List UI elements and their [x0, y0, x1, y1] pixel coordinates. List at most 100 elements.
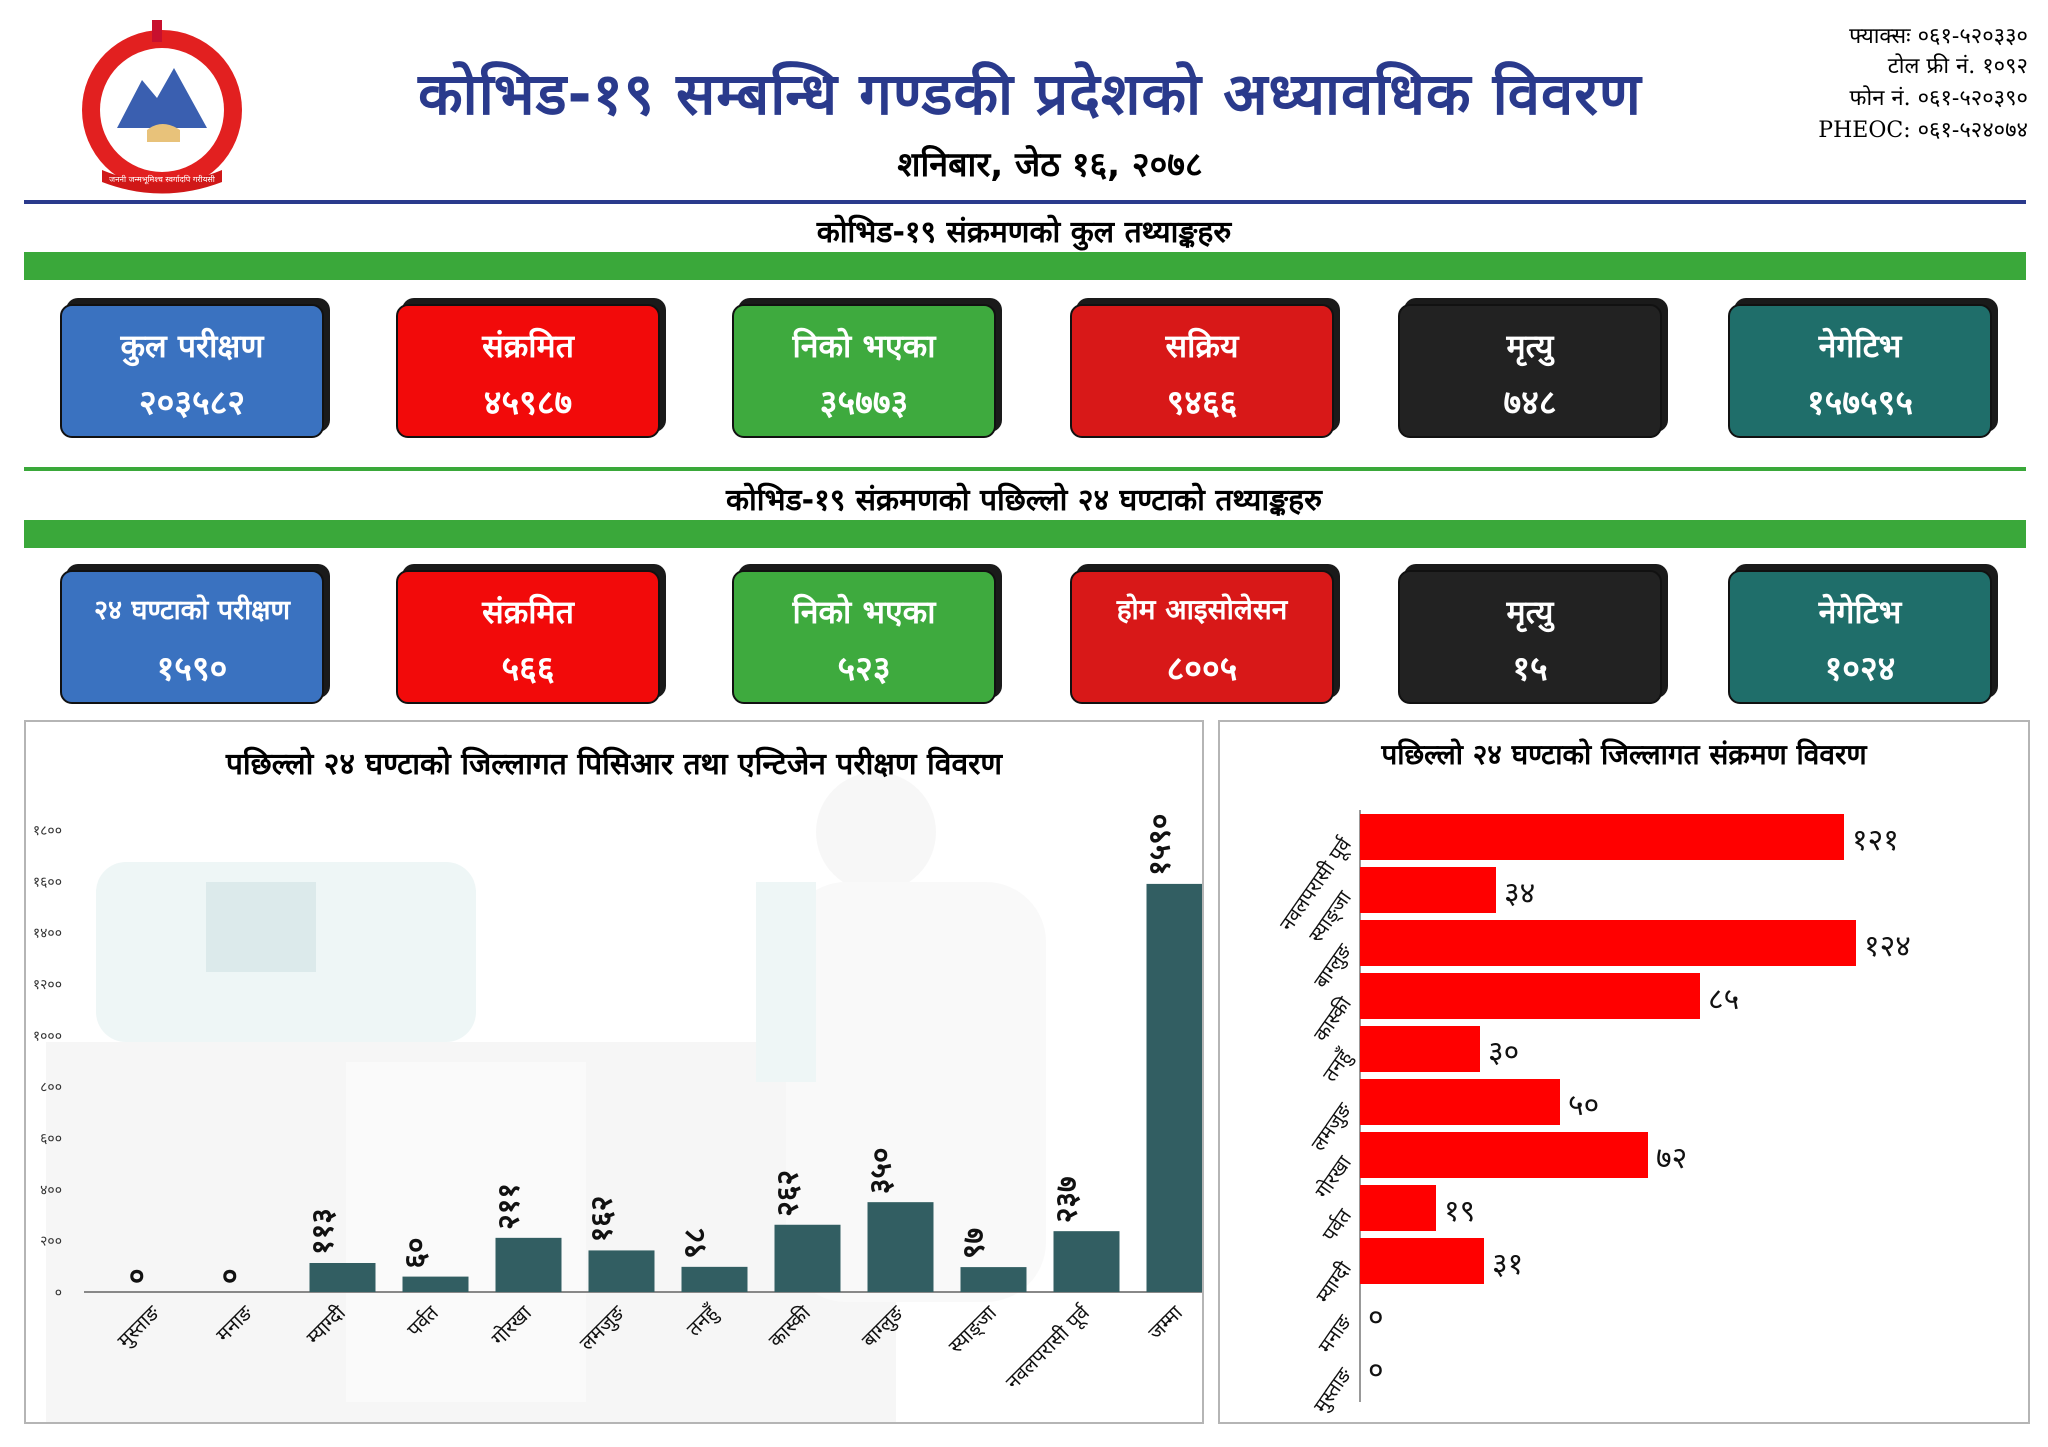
section-divider	[24, 467, 2026, 471]
bar-value-label: ९७	[957, 1228, 992, 1259]
card-value: २०३५८२	[138, 383, 246, 423]
card-label: निको भएका	[792, 327, 936, 365]
bar	[867, 1202, 934, 1292]
contact-fax: फ्याक्सः ०६१-५२०३३०	[1849, 24, 2028, 49]
card-value: १५९०	[156, 649, 228, 689]
section-total-bar	[24, 252, 2026, 280]
bar	[1360, 1026, 1480, 1072]
bar	[1360, 973, 1700, 1019]
bar	[1360, 1185, 1436, 1231]
bar-value-label: ३५०	[864, 1147, 899, 1194]
card-label: संक्रमित	[482, 593, 574, 631]
y-tick-label: लमजुङ	[1306, 1097, 1358, 1156]
y-tick-label: १८००	[33, 823, 62, 839]
bar-value-label: ०	[1368, 1300, 1384, 1335]
x-tick-label: स्याङ्जा	[944, 1300, 1003, 1359]
bar	[309, 1262, 376, 1292]
card-total-negative: नेगेटिभ १५७५९५	[1728, 304, 1992, 438]
bar	[1360, 814, 1844, 860]
card-value: ७४८	[1503, 383, 1557, 423]
card-24h-negative: नेगेटिभ १०२४	[1728, 570, 1992, 704]
y-tick-label: बाग्लुङ	[1309, 938, 1358, 993]
card-label: कुल परीक्षण	[120, 327, 264, 365]
card-24h-recovered: निको भएका ५२३	[732, 570, 996, 704]
y-tick-label: ४००	[40, 1182, 62, 1198]
y-tick-label: तनहुँ	[1317, 1044, 1358, 1087]
bar	[495, 1237, 562, 1292]
bar	[588, 1250, 655, 1292]
card-label: मृत्यु	[1506, 327, 1554, 365]
section-total-title: कोभिड-१९ संक्रमणको कुल तथ्याङ्कहरु	[816, 215, 1232, 250]
emblem-motto: जननी जन्मभूमिश्च स्वर्गादपि गरीयसी	[109, 174, 216, 185]
y-tick-label: १६००	[33, 874, 62, 890]
x-tick-label: नवलपरासी पूर्व	[1001, 1300, 1096, 1395]
bar-value-label: ६०	[399, 1237, 434, 1268]
card-value: ३५७७३	[819, 383, 909, 423]
bar	[1360, 867, 1496, 913]
card-24h-infected: संक्रमित ५६६	[396, 570, 660, 704]
handshake-icon	[147, 124, 180, 142]
district-infections-chart-panel: पछिल्लो २४ घण्टाको जिल्लागत संक्रमण विवर…	[1218, 720, 2030, 1424]
district-tests-chart: पछिल्लो २४ घण्टाको जिल्लागत पिसिआर तथा ए…	[33, 746, 1213, 1422]
flag-icon	[152, 20, 162, 42]
bar	[1360, 1132, 1648, 1178]
bar-value-label: १९	[1444, 1194, 1475, 1229]
y-tick-label: म्याग्दी	[1311, 1256, 1357, 1307]
y-tick-label: मनाङ	[1313, 1309, 1357, 1357]
bar-value-label: ०	[1368, 1353, 1384, 1388]
bar-value-label: ०	[120, 1268, 155, 1284]
bar	[774, 1224, 841, 1292]
mountain-icon	[117, 68, 207, 128]
card-label: नेगेटिभ	[1818, 593, 1902, 631]
y-tick-label: कास्की	[1308, 991, 1356, 1045]
contact-phone: फोन नं. ०६१-५२०३९०	[1849, 86, 2028, 111]
y-tick-label: १४००	[33, 926, 62, 942]
card-value: ५२३	[837, 649, 891, 689]
bar-value-label: ३४	[1504, 876, 1535, 911]
bar	[1053, 1231, 1120, 1292]
card-label: निको भएका	[792, 593, 936, 631]
bar-value-label: ७२	[1656, 1141, 1687, 1176]
lab-illustration-background	[46, 772, 1046, 1422]
bar	[681, 1266, 748, 1292]
bar	[1146, 883, 1213, 1292]
y-tick-label: २००	[40, 1234, 62, 1250]
card-total-deaths: मृत्यु ७४८	[1398, 304, 1662, 438]
card-label: होम आइसोलेसन	[1116, 593, 1288, 626]
district-infections-chart: पछिल्लो २४ घण्टाको जिल्लागत संक्रमण विवर…	[1274, 738, 1911, 1418]
card-total-active: सक्रिय ९४६६	[1070, 304, 1334, 438]
card-label: मृत्यु	[1506, 593, 1554, 631]
y-tick-label: ८००	[40, 1080, 62, 1096]
district-tests-chart-panel: पछिल्लो २४ घण्टाको जिल्लागत पिसिआर तथा ए…	[24, 720, 1213, 1424]
card-value: ५६६	[501, 649, 555, 689]
bar-value-label: ०	[213, 1268, 248, 1284]
bar-value-label: १५९०	[1143, 813, 1178, 875]
y-tick-label: ६००	[40, 1131, 62, 1147]
card-label: नेगेटिभ	[1818, 327, 1902, 365]
y-axis: ० २०० ४०० ६०० ८०० १००० १२०० १४०० १६०० १८००	[33, 823, 62, 1301]
card-24h-tests: २४ घण्टाको परीक्षण १५९०	[60, 570, 324, 704]
bar-value-label: ५०	[1568, 1088, 1599, 1123]
y-tick-label: १२००	[33, 977, 62, 993]
y-tick-label: ०	[55, 1285, 62, 1301]
bar	[1360, 1079, 1560, 1125]
section-24h-title: कोभिड-१९ संक्रमणको पछिल्लो २४ घण्टाको तथ…	[725, 483, 1323, 518]
bar	[960, 1267, 1027, 1292]
y-tick-label: मुस्ताङ	[1308, 1362, 1357, 1418]
card-24h-home-isolation: होम आइसोलेसन ८००५	[1070, 570, 1334, 704]
card-value: १५	[1512, 649, 1548, 689]
bar-value-label: २३७	[1050, 1176, 1085, 1223]
report-date: शनिबार, जेठ १६, २०७८	[897, 145, 1203, 185]
card-label: २४ घण्टाको परीक्षण	[94, 595, 290, 626]
card-total-infected: संक्रमित ४५९८७	[396, 304, 660, 438]
bar-value-label: ८५	[1708, 982, 1739, 1017]
contact-pheoc: PHEOC: ०६१-५२४०७४	[1818, 118, 2028, 143]
card-value: ८००५	[1166, 649, 1238, 689]
bar-value-label: ९८	[678, 1228, 713, 1259]
card-label: संक्रमित	[482, 327, 574, 365]
y-tick-label: १०००	[33, 1028, 62, 1044]
bar-value-label: ३०	[1488, 1035, 1519, 1070]
page-title: कोभिड-१९ सम्बन्धि गण्डकी प्रदेशको अध्याव…	[418, 60, 1642, 128]
contact-toll-free: टोल फ्री नं. १०९२	[1887, 54, 2028, 79]
